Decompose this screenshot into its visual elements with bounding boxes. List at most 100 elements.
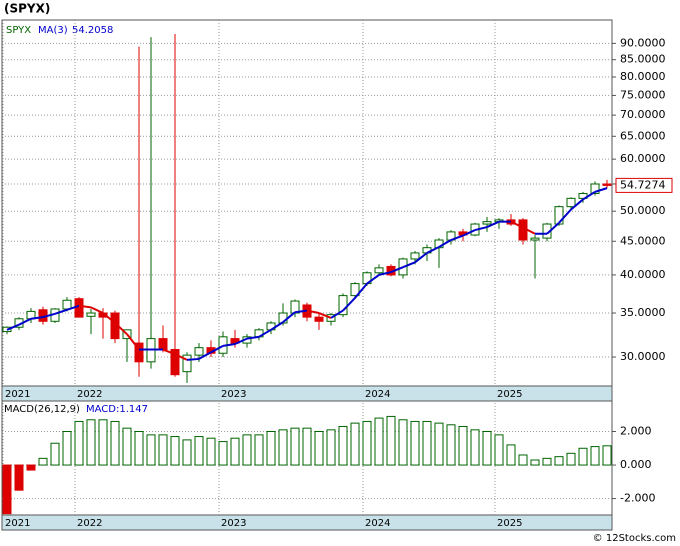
x-tick-label: 2024 — [365, 518, 390, 529]
candle-body — [86, 312, 96, 317]
macd-bar — [74, 420, 84, 466]
y-tick-label: 70.0000 — [620, 108, 666, 121]
macd-current: MACD:1.147 — [86, 404, 148, 415]
macd-bar — [2, 464, 12, 515]
x-tick-label: 2024 — [365, 389, 390, 400]
candle-body — [182, 354, 192, 373]
macd-bar — [242, 434, 252, 466]
macd-bar — [278, 429, 288, 466]
ma-line — [486, 220, 500, 228]
ma-line — [414, 252, 428, 264]
macd-bar — [314, 431, 324, 466]
macd-bar — [578, 447, 588, 466]
ma-line — [162, 348, 176, 356]
macd-bar — [26, 464, 36, 471]
ma-line — [90, 306, 104, 314]
ma-line — [78, 304, 92, 309]
ma-line — [462, 229, 476, 237]
x-tick-label: 2025 — [497, 518, 522, 529]
ma-line — [114, 322, 128, 335]
price-tag-label: 54.7274 — [620, 178, 666, 191]
macd-bar — [338, 425, 348, 466]
ma-line — [510, 220, 524, 229]
macd-bar — [374, 417, 384, 466]
macd-bar — [62, 431, 72, 466]
macd-bar — [482, 431, 492, 466]
candle-body — [74, 298, 84, 318]
ma-line — [30, 316, 44, 320]
price-tag — [615, 177, 673, 193]
macd-bar — [302, 427, 312, 466]
ma-line — [174, 353, 188, 361]
y-tick-label: 60.0000 — [620, 152, 666, 165]
macd-bar — [170, 436, 180, 466]
x-tick-label: 2021 — [5, 389, 30, 400]
ma-line — [66, 304, 80, 311]
macd-bar — [398, 419, 408, 466]
macd-title: MACD(26,12,9) — [4, 404, 80, 415]
candle-body — [170, 349, 180, 376]
macd-bar — [254, 434, 264, 466]
macd-bar — [422, 420, 432, 466]
x-tick-label: 2023 — [221, 518, 246, 529]
macd-bar — [110, 420, 120, 466]
macd-bar — [542, 457, 552, 466]
ma-line — [558, 208, 572, 224]
ma-line — [378, 271, 392, 276]
ma-line — [294, 309, 308, 314]
footer: © 12Stocks.com — [593, 533, 676, 544]
y-tick-label: 2.000 — [620, 425, 652, 438]
y-tick-label: 0.000 — [620, 458, 652, 471]
ma-line — [270, 321, 284, 331]
candle-body — [158, 338, 168, 351]
macd-bar — [134, 431, 144, 466]
y-tick-label: 75.0000 — [620, 88, 666, 101]
candle-body — [350, 283, 360, 297]
macd-bar — [458, 425, 468, 466]
ma-line — [594, 187, 608, 193]
y-tick-label: 50.0000 — [620, 204, 666, 217]
legend-ma-value: 54.2058 — [72, 25, 113, 36]
candle-body — [374, 267, 384, 274]
macd-bar — [290, 427, 300, 466]
date-strip — [1, 514, 613, 531]
macd-bar — [206, 437, 216, 466]
ma-line — [54, 308, 68, 315]
candle-body — [482, 221, 492, 225]
macd-bar — [410, 420, 420, 466]
macd-bar — [230, 437, 240, 466]
x-tick-label: 2023 — [221, 389, 246, 400]
macd-bar — [518, 454, 528, 466]
ma-line — [330, 309, 344, 319]
ma-line — [402, 261, 416, 269]
ma-line — [18, 317, 32, 326]
legend-ma: MA(3) — [38, 25, 68, 36]
macd-bar — [146, 434, 156, 466]
x-tick-label: 2022 — [77, 518, 102, 529]
macd-bar — [602, 445, 612, 466]
legend-symbol: SPYX — [6, 25, 31, 36]
candle-body — [194, 347, 204, 356]
candle-body — [314, 316, 324, 322]
ma-line — [246, 335, 260, 340]
y-tick-label: -2.000 — [620, 492, 655, 505]
ma-line — [474, 226, 488, 232]
chart-title: (SPYX) — [4, 2, 50, 16]
y-tick-label: 85.0000 — [620, 53, 666, 66]
macd-bar — [350, 422, 360, 466]
macd-bar — [98, 419, 108, 466]
y-tick-label: 35.0000 — [620, 306, 666, 319]
macd-bar — [218, 441, 228, 466]
macd-bar — [446, 424, 456, 466]
macd-bar — [494, 434, 504, 466]
ma-line — [438, 239, 452, 248]
ma-line — [186, 357, 200, 361]
ma-line — [582, 191, 596, 201]
candle-body — [62, 299, 72, 310]
candle-body — [134, 342, 144, 363]
macd-bar — [50, 442, 60, 466]
macd-bar — [554, 456, 564, 466]
ma-line — [450, 234, 464, 241]
macd-bar — [266, 431, 276, 466]
